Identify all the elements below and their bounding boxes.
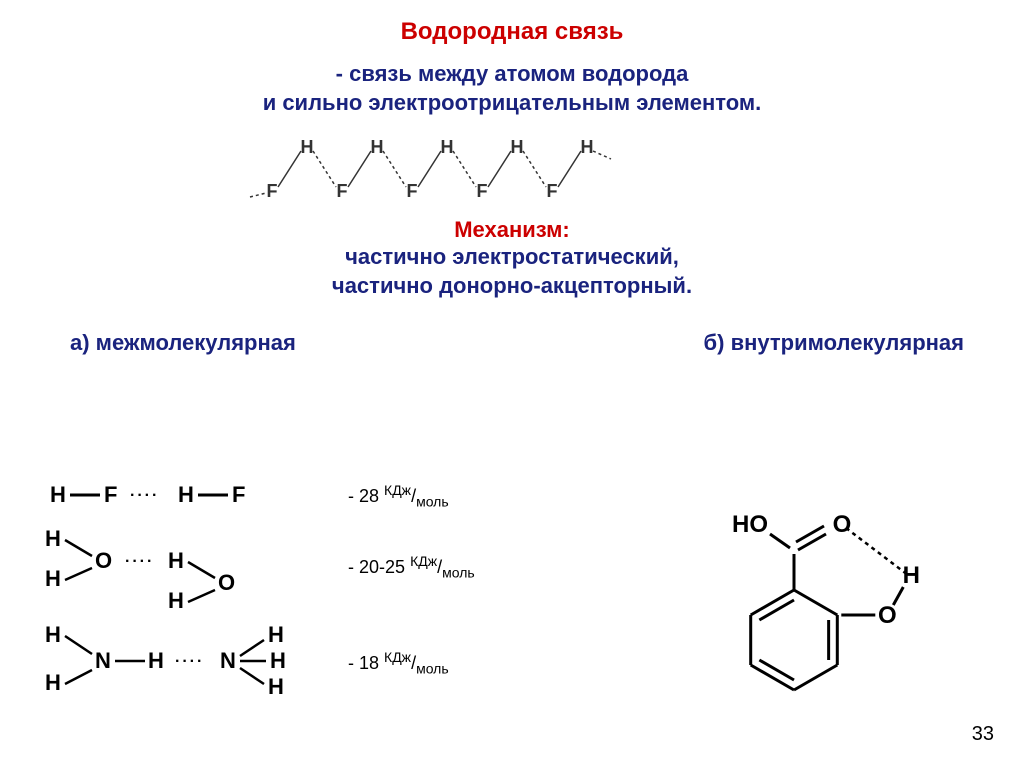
svg-text:H: H [511,137,524,157]
h2o-energy-value: - 20-25 [348,557,405,577]
hf-energy: - 28 КДж/моль [348,482,449,510]
svg-text:N: N [220,648,236,673]
mechanism-lines: частично электростатический, частично до… [0,243,1024,300]
intramolecular-diagram: OHOOH [694,455,974,720]
energy-unit-top: КДж [384,482,411,498]
intermolecular-diagrams: H F ···· H F - 28 КДж/моль H H O ···· H [40,478,540,716]
h2o-energy: - 20-25 КДж/моль [348,553,475,581]
svg-text:H: H [441,137,454,157]
salicylic-diagram: OHOOH [694,455,974,715]
svg-text:F: F [337,181,348,201]
svg-text:H: H [45,566,61,591]
definition-block: - связь между атомом водорода и сильно э… [0,60,1024,117]
definition-line1: - связь между атомом водорода [336,61,689,86]
mechanism-label: Механизм: [0,217,1024,243]
svg-text:H: H [45,670,61,695]
svg-text:F: F [232,482,245,507]
svg-text:H: H [371,137,384,157]
svg-text:HO: HO [732,511,768,538]
svg-text:····: ···· [130,487,159,504]
nh3-energy: - 18 КДж/моль [348,649,449,677]
svg-text:H: H [168,588,184,610]
energy-unit-bot: моль [416,494,449,510]
hf-chain-diagram: F H F H F H F H F H [242,129,782,209]
svg-text:H: H [268,622,284,647]
svg-text:H: H [268,674,284,699]
nh3-row: H H N H ···· N H H H - 18 КДж/моль [40,620,540,706]
mechanism-line2: частично донорно-акцепторный. [332,273,692,298]
svg-text:F: F [477,181,488,201]
svg-text:H: H [178,482,194,507]
svg-text:O: O [218,570,235,595]
svg-text:H: H [148,648,164,673]
svg-text:N: N [95,648,111,673]
types-row: а) межмолекулярная б) внутримолекулярная [0,330,1024,356]
svg-text:H: H [45,526,61,551]
svg-text:H: H [270,648,286,673]
svg-text:····: ···· [125,553,154,570]
svg-text:H: H [581,137,594,157]
svg-text:H: H [301,137,314,157]
page-title: Водородная связь [0,0,1024,46]
mechanism-line1: частично электростатический, [345,244,679,269]
svg-text:O: O [95,548,112,573]
svg-text:F: F [104,482,117,507]
svg-text:H: H [50,482,66,507]
mechanism-label-text: Механизм: [454,217,570,242]
energy-unit-top3: КДж [384,649,411,665]
svg-text:····: ···· [175,653,204,670]
svg-text:F: F [547,181,558,201]
svg-text:O: O [878,602,897,629]
svg-text:H: H [168,548,184,573]
nh3-dimer-diagram: H H N H ···· N H H H [40,620,340,706]
energy-unit-bot3: моль [416,661,449,677]
h2o-dimer-diagram: H H O ···· H H O [40,524,340,610]
svg-text:H: H [45,622,61,647]
hf-dimer-diagram: H F ···· H F [40,478,340,514]
page-number: 33 [972,723,994,746]
svg-text:F: F [407,181,418,201]
energy-unit-bot2: моль [442,565,475,581]
svg-text:O: O [833,511,852,538]
svg-text:F: F [267,181,278,201]
type-a-label: а) межмолекулярная [70,330,296,356]
definition-line2: и сильно электроотрицательным элементом. [263,90,762,115]
h2o-row: H H O ···· H H O - 20-25 КДж/моль [40,524,540,610]
nh3-energy-value: - 18 [348,653,379,673]
hf-row: H F ···· H F - 28 КДж/моль [40,478,540,514]
energy-unit-top2: КДж [410,553,437,569]
hf-energy-value: - 28 [348,486,379,506]
title-text: Водородная связь [401,18,624,45]
svg-text:H: H [903,562,920,589]
type-b-label: б) внутримолекулярная [704,330,964,356]
